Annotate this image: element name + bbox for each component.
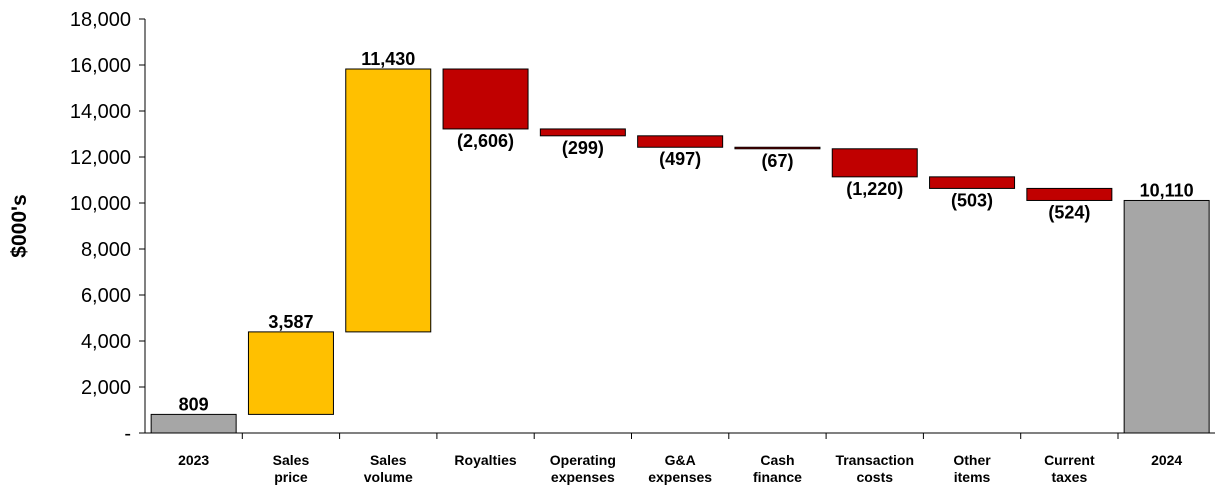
- x-tick-label: Sales volume: [364, 452, 413, 485]
- bar-sales-price: [247, 331, 334, 415]
- y-tick-label: 2,000: [81, 377, 131, 399]
- y-tick-label: 6,000: [81, 285, 131, 307]
- bar-g-a-expenses: [637, 135, 724, 148]
- y-axis-title: $000's: [8, 194, 31, 257]
- y-tick-label: 8,000: [81, 239, 131, 261]
- x-tick-label: Royalties: [454, 452, 516, 468]
- bars: [150, 68, 1210, 434]
- data-label: 809: [179, 394, 209, 414]
- x-tick-label: 2024: [1151, 452, 1182, 468]
- data-label: (67): [761, 151, 793, 171]
- y-tick-label: 10,000: [70, 193, 131, 215]
- data-labels: 809 3,587 11,430 (2,606) (299) (497) (67) (1,22…: [179, 49, 1194, 414]
- data-label: (524): [1048, 202, 1090, 222]
- bar-current-taxes: [1026, 187, 1113, 201]
- bar-2024: [1123, 199, 1210, 434]
- x-tick-label: 2023: [178, 452, 209, 468]
- x-tick-label: Sales price: [273, 452, 310, 485]
- y-tick-label: 12,000: [70, 147, 131, 169]
- y-tick-label: 16,000: [70, 55, 131, 77]
- x-tick-label: Other items: [953, 452, 991, 485]
- data-label: 11,430: [361, 49, 415, 69]
- bar-2023: [150, 413, 237, 434]
- bar-sales-volume: [345, 68, 432, 333]
- data-label: (497): [659, 149, 701, 169]
- bar-cash-finance: [734, 146, 821, 150]
- x-tick-label: G&A expenses: [648, 452, 712, 485]
- bar-royalties: [442, 68, 529, 130]
- data-label: 10,110: [1140, 180, 1194, 200]
- x-tick-label: Current taxes: [1044, 452, 1095, 485]
- data-label: (299): [562, 138, 604, 158]
- y-tick-label: -: [124, 423, 131, 445]
- y-tick-label: 14,000: [70, 101, 131, 123]
- bar-operating-expenses: [539, 128, 626, 137]
- data-label: (503): [951, 190, 993, 210]
- x-tick-label: Transaction costs: [835, 452, 914, 485]
- y-tick-label: 18,000: [70, 9, 131, 31]
- bar-transaction-costs: [831, 148, 918, 178]
- x-tick-label: Operating expenses: [550, 452, 616, 485]
- y-tick-label: 4,000: [81, 331, 131, 353]
- x-tick-label: Cash finance: [753, 452, 802, 485]
- x-axis-ticks: 2023 Sales price Sales volume Royalties Operat…: [178, 433, 1182, 485]
- data-label: (2,606): [457, 131, 514, 151]
- data-label: 3,587: [268, 312, 313, 332]
- y-axis-ticks: - 2,000 4,000 6,000 8,000 10,000 12,000 14,000 1…: [70, 9, 145, 445]
- data-label: (1,220): [846, 179, 903, 199]
- bar-other-items: [929, 176, 1016, 189]
